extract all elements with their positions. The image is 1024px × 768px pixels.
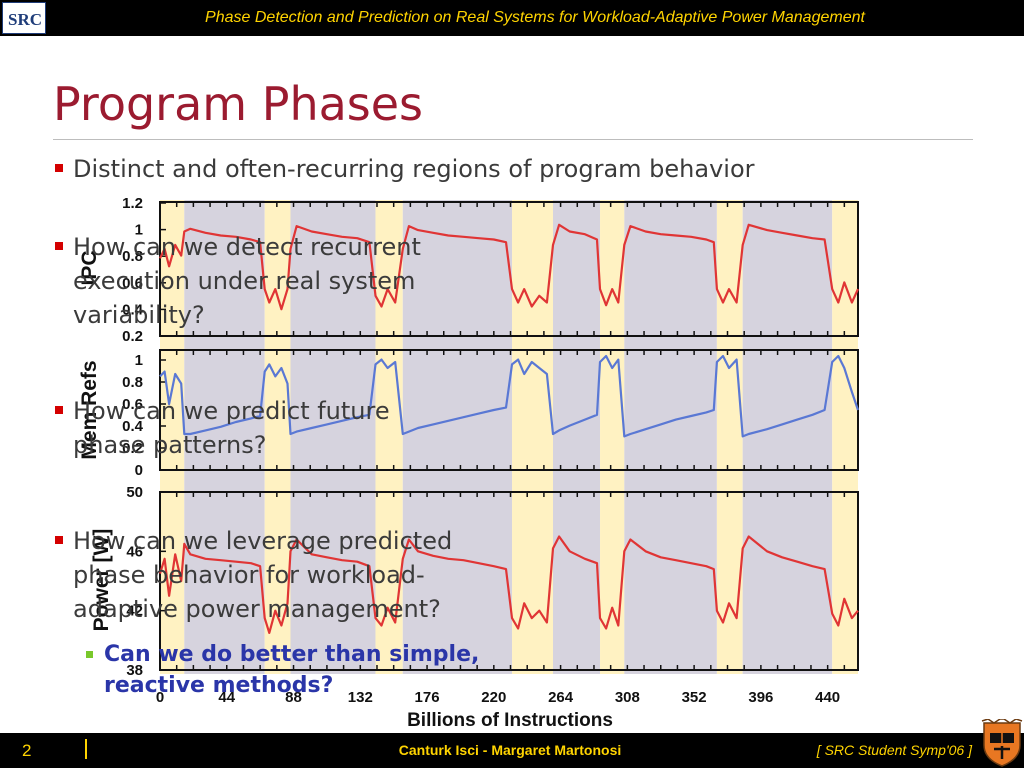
bullet-line: adaptive power management? xyxy=(73,595,441,623)
footer-bar: 2 Canturk Isci - Margaret Martonosi [ SR… xyxy=(0,733,1024,768)
y-tick-label: 46 xyxy=(126,543,143,560)
x-tick-label: 352 xyxy=(682,689,707,706)
bullet-marker xyxy=(55,242,63,250)
phase-band-gray xyxy=(553,200,601,674)
y-tick-label: 38 xyxy=(126,662,143,679)
phase-band-gray xyxy=(402,200,513,674)
header-bar: SRC Phase Detection and Prediction on Re… xyxy=(0,0,1024,36)
y-tick-label: 0.8 xyxy=(122,248,143,265)
phase-band-gray xyxy=(742,200,833,674)
y-tick-label: 1 xyxy=(135,222,143,239)
slide-title: Program Phases xyxy=(53,77,424,131)
y-tick-label: 0.4 xyxy=(122,301,144,318)
x-tick-label: 264 xyxy=(548,689,574,706)
sub-bullet-better-than-reactive: Can we do better than simple, reactive m… xyxy=(86,639,480,701)
y-tick-label: 0.6 xyxy=(122,275,143,292)
bullet-line: variability? xyxy=(73,301,205,329)
phase-band-gray xyxy=(290,200,376,674)
footer-venue: [ SRC Student Symp'06 ] xyxy=(816,742,972,758)
bullet-predict-future: How can we predict future phase patterns… xyxy=(55,394,390,462)
princeton-shield-icon xyxy=(981,719,1023,767)
y-tick-label: 1 xyxy=(135,352,143,369)
x-tick-label: 220 xyxy=(481,689,506,706)
bullet-line: How can we predict future xyxy=(73,397,390,425)
sub-bullet-line: Can we do better than simple, xyxy=(104,642,480,667)
phase-band-gray xyxy=(624,200,717,674)
page-number: 2 xyxy=(22,741,32,760)
series-line-power-w- xyxy=(158,535,859,635)
phase-band-yellow xyxy=(832,200,858,674)
bullet-marker xyxy=(55,406,63,414)
bullet-line: phase patterns? xyxy=(73,431,267,459)
y-tick-label: 0.2 xyxy=(122,328,143,345)
x-tick-label: 308 xyxy=(615,689,640,706)
bullet-marker xyxy=(55,536,63,544)
y-tick-label: 0.2 xyxy=(122,440,143,457)
bullet-detect-recurrent: How can we detect recurrent execution un… xyxy=(55,230,421,332)
phase-band-yellow xyxy=(264,200,291,674)
series-line-mem-refs xyxy=(159,354,860,438)
bullet-line: Distinct and often-recurring regions of … xyxy=(73,155,755,183)
x-axis-label: Billions of Instructions xyxy=(407,710,613,731)
phase-band-yellow xyxy=(160,200,185,674)
panel-frame xyxy=(159,201,859,337)
x-tick-label: 440 xyxy=(815,689,840,706)
title-divider xyxy=(53,139,973,140)
x-tick-label: 396 xyxy=(748,689,773,706)
y-tick-label: 1.2 xyxy=(122,195,143,212)
phase-band-yellow xyxy=(512,200,554,674)
y-tick-label: 0.4 xyxy=(122,418,144,435)
x-tick-label: 176 xyxy=(415,689,440,706)
presentation-title: Phase Detection and Prediction on Real S… xyxy=(205,9,865,26)
sub-bullet-marker xyxy=(86,651,93,658)
y-tick-label: 50 xyxy=(126,484,143,501)
footer-authors: Canturk Isci - Margaret Martonosi xyxy=(398,742,622,758)
x-tick-label: 0 xyxy=(156,689,164,706)
bullet-line: phase behavior for workload- xyxy=(73,561,425,589)
y-axis-label: IPC xyxy=(78,250,101,285)
bullet-line: How can we leverage predicted xyxy=(73,527,453,555)
bullet-marker xyxy=(55,164,63,172)
x-tick-label: 132 xyxy=(348,689,373,706)
y-tick-label: 42 xyxy=(126,603,143,620)
y-axis-label: Power [W] xyxy=(90,529,113,632)
y-tick-label: 0 xyxy=(135,462,143,479)
sub-bullet-line: reactive methods? xyxy=(104,673,334,698)
x-tick-label: 88 xyxy=(285,689,302,706)
bullet-distinct-regions: Distinct and often-recurring regions of … xyxy=(55,152,755,186)
series-line-ipc xyxy=(159,223,860,311)
bullet-leverage-predicted: How can we leverage predicted phase beha… xyxy=(55,524,453,626)
src-logo-text: SRC xyxy=(8,10,42,29)
y-tick-label: 0.6 xyxy=(122,396,143,413)
bullet-line: How can we detect recurrent xyxy=(73,233,421,261)
y-tick-label: 0.8 xyxy=(122,374,143,391)
src-logo: SRC xyxy=(2,2,46,34)
x-tick-label: 44 xyxy=(218,689,235,706)
bullet-line: execution under real system xyxy=(73,267,416,295)
footer-divider xyxy=(85,739,87,759)
y-axis-label: Mem Refs xyxy=(78,360,101,459)
phase-band-gray xyxy=(184,200,265,674)
panel-frame xyxy=(159,491,859,671)
